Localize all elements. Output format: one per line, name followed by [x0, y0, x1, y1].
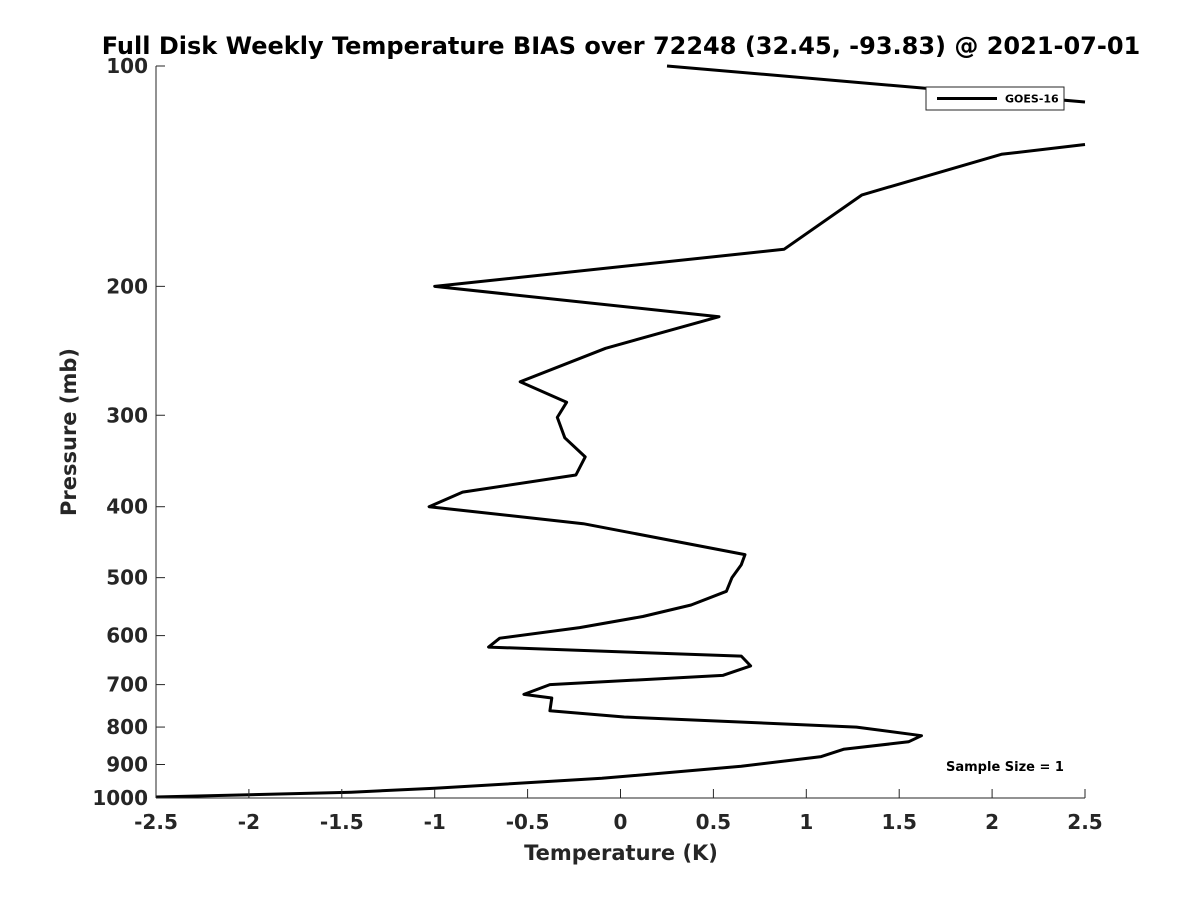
legend-entry-label: GOES-16 [1005, 93, 1059, 106]
y-tick-label: 200 [106, 274, 148, 298]
y-axis-label: Pressure (mb) [57, 348, 81, 516]
y-tick-label: 700 [106, 673, 148, 697]
y-tick-label: 800 [106, 715, 148, 739]
x-tick-label: 1 [799, 810, 813, 834]
x-tick-label: -1.5 [320, 810, 364, 834]
y-tick-group: 100 200 300 400 500 600 700 800 900 1000 [92, 54, 165, 810]
x-tick-label: -1 [424, 810, 446, 834]
y-tick-label: 300 [106, 403, 148, 427]
x-tick-label: 2 [985, 810, 999, 834]
y-tick-label: 600 [106, 624, 148, 648]
x-axis-label: Temperature (K) [524, 841, 718, 865]
series-line-goes-16 [155, 143, 1086, 799]
y-tick-label: 500 [106, 566, 148, 590]
x-tick-label: -0.5 [506, 810, 550, 834]
x-tick-group: -2.5 -2 -1.5 -1 -0.5 0 0.5 1 1.5 2 2.5 [134, 789, 1103, 834]
y-tick-label: 400 [106, 495, 148, 519]
plot-area: -2.5 -2 -1.5 -1 -0.5 0 0.5 1 1.5 2 2.5 100 200 300 40… [92, 54, 1102, 834]
y-tick-label: 900 [106, 753, 148, 777]
x-tick-label: 0.5 [696, 810, 731, 834]
x-tick-label: 0 [614, 810, 628, 834]
chart-title: Full Disk Weekly Temperature BIAS over 7… [102, 32, 1141, 60]
y-tick-label: 1000 [92, 786, 148, 810]
x-tick-label: 2.5 [1067, 810, 1102, 834]
legend: GOES-16 [925, 86, 1065, 111]
x-tick-label: 1.5 [881, 810, 916, 834]
x-tick-label: -2.5 [134, 810, 178, 834]
sample-size-annotation: Sample Size = 1 [946, 760, 1064, 775]
y-tick-label: 100 [106, 54, 148, 78]
x-tick-label: -2 [238, 810, 260, 834]
